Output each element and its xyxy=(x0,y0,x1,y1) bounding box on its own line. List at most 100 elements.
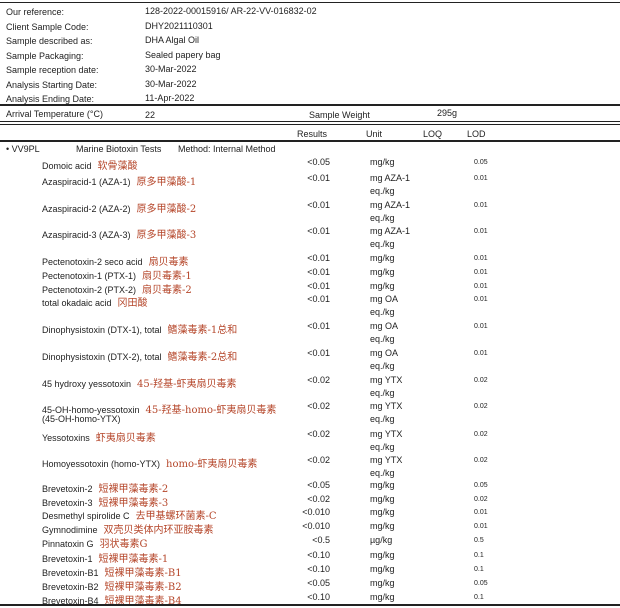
unit-value: mg/kg xyxy=(370,550,395,560)
table-row: Dinophysistoxin (DTX-2), total 鳍藻毒素-2总和 xyxy=(42,348,237,363)
result-value: <0.02 xyxy=(307,401,330,411)
weight-value: 295g xyxy=(437,108,458,118)
lod-value: 0.02 xyxy=(474,403,488,410)
unit-value: mg AZA-1 xyxy=(370,200,411,210)
lod-value: 0.01 xyxy=(474,509,488,516)
unit-value: mg YTX xyxy=(370,455,403,465)
unit-value: mg/kg xyxy=(370,281,395,291)
result-value: <0.02 xyxy=(307,455,330,465)
unit-value-cont: eq./kg xyxy=(370,442,395,452)
unit-value: mg/kg xyxy=(370,592,395,602)
analyte-name-cont: (45-OH-homo-YTX) xyxy=(42,414,121,424)
analyte-name: 45 hydroxy yessotoxin xyxy=(42,379,132,389)
analyte-name: Brevetoxin-B1 xyxy=(42,568,99,578)
info-label: Client Sample Code: xyxy=(6,21,89,32)
analyte-name: Brevetoxin-B2 xyxy=(42,582,99,592)
analyte-chinese-name: 45-羟基-虾夷扇贝毒素 xyxy=(137,379,237,390)
table-row: Homoyessotoxin (homo-YTX) homo-虾夷扇贝毒素 xyxy=(42,455,257,470)
analyte-chinese-name: 扇贝毒素-1 xyxy=(142,271,192,282)
unit-value: µg/kg xyxy=(370,535,393,545)
lod-value: 0.1 xyxy=(474,566,484,573)
analyte-name: Brevetoxin-B4 xyxy=(42,596,99,606)
unit-value-cont: eq./kg xyxy=(370,414,395,424)
analyte-name: Brevetoxin-1 xyxy=(42,554,93,564)
analyte-name: Pectenotoxin-2 (PTX-2) xyxy=(42,285,137,295)
info-value: DHA Algal Oil xyxy=(145,35,200,45)
lod-value: 0.01 xyxy=(474,523,488,530)
result-value: <0.02 xyxy=(307,494,330,504)
lod-value: 0.5 xyxy=(474,537,484,544)
analyte-chinese-name: 羽状毒素G xyxy=(99,539,148,550)
analyte-name: Azaspiracid-3 (AZA-3) xyxy=(42,230,131,240)
info-value: 128-2022-00015916/ AR-22-VV-016832-02 xyxy=(145,6,317,16)
result-value: <0.02 xyxy=(307,375,330,385)
analyte-name: Brevetoxin-2 xyxy=(42,484,93,494)
lod-value: 0.1 xyxy=(474,594,484,601)
info-label: Analysis Starting Date: xyxy=(6,79,98,90)
table-row: Pectenotoxin-2 (PTX-2) 扇贝毒素-2 xyxy=(42,281,192,296)
info-value: 30-Mar-2022 xyxy=(145,64,197,74)
table-row: Yessotoxins 虾夷扇贝毒素 xyxy=(42,429,156,444)
info-label: Sample Packaging: xyxy=(6,50,84,61)
analyte-chinese-name: 短裸甲藻毒素-B4 xyxy=(104,596,182,607)
info-value: Sealed papery bag xyxy=(145,49,221,60)
unit-value: mg/kg xyxy=(370,564,395,574)
table-row: Brevetoxin-3 短裸甲藻毒素-3 xyxy=(42,494,168,509)
analyte-name: Azaspiracid-2 (AZA-2) xyxy=(42,204,131,214)
unit-value: mg OA xyxy=(370,321,399,331)
col-lod: LOD xyxy=(467,129,486,139)
unit-value: mg/kg xyxy=(370,157,395,167)
unit-value: mg AZA-1 xyxy=(370,226,411,236)
unit-value-cont: eq./kg xyxy=(370,334,395,344)
lod-value: 0.02 xyxy=(474,377,488,384)
unit-value-cont: eq./kg xyxy=(370,361,395,371)
analyte-chinese-name: 45-羟基-homo-虾夷扇贝毒素 xyxy=(145,405,277,416)
divider xyxy=(0,140,620,142)
col-results: Results xyxy=(297,129,328,139)
lod-value: 0.01 xyxy=(474,255,488,262)
analyte-chinese-name: 短裸甲藻毒素-B2 xyxy=(104,582,182,593)
table-row: Azaspiracid-3 (AZA-3) 原多甲藻酸-3 xyxy=(42,226,196,241)
result-value: <0.01 xyxy=(307,321,330,331)
result-value: <0.010 xyxy=(302,521,330,531)
analyte-chinese-name: 短裸甲藻毒素-3 xyxy=(98,498,169,509)
unit-value: mg YTX xyxy=(370,401,403,411)
analyte-chinese-name: 原多甲藻酸-3 xyxy=(136,230,197,241)
lod-value: 0.01 xyxy=(474,175,488,182)
table-row: 45 hydroxy yessotoxin 45-羟基-虾夷扇贝毒素 xyxy=(42,375,237,390)
lod-value: 0.01 xyxy=(474,350,488,357)
analyte-chinese-name: 冈田酸 xyxy=(117,298,148,309)
unit-value: mg AZA-1 xyxy=(370,173,411,183)
test-method: Method: Internal Method xyxy=(178,144,276,154)
table-row: Brevetoxin-B4 短裸甲藻毒素-B4 xyxy=(42,592,182,607)
info-label: Sample reception date: xyxy=(6,65,99,75)
analyte-name: Yessotoxins xyxy=(42,433,90,443)
unit-value-cont: eq./kg xyxy=(370,239,395,249)
analyte-chinese-name: 短裸甲藻毒素-2 xyxy=(98,484,169,495)
result-value: <0.05 xyxy=(307,578,330,588)
result-value: <0.5 xyxy=(312,535,330,545)
unit-value: mg/kg xyxy=(370,267,395,277)
lod-value: 0.01 xyxy=(474,202,488,209)
analyte-name: Gymnodimine xyxy=(42,525,98,535)
analyte-name: Pectenotoxin-1 (PTX-1) xyxy=(42,271,137,281)
unit-value-cont: eq./kg xyxy=(370,186,395,196)
unit-value-cont: eq./kg xyxy=(370,307,395,317)
lod-value: 0.02 xyxy=(474,496,488,503)
analyte-chinese-name: 双壳贝类体内环亚胺毒素 xyxy=(103,525,214,536)
table-row: Azaspiracid-1 (AZA-1) 原多甲藻酸-1 xyxy=(42,173,196,188)
unit-value: mg OA xyxy=(370,348,399,358)
analyte-chinese-name: 原多甲藻酸-1 xyxy=(136,177,197,188)
analyte-name: Homoyessotoxin (homo-YTX) xyxy=(42,459,161,469)
lod-value: 0.01 xyxy=(474,283,488,290)
result-value: <0.10 xyxy=(307,564,330,574)
unit-value-cont: eq./kg xyxy=(370,213,395,223)
arrival-label: Arrival Temperature (°C) xyxy=(6,109,103,119)
result-value: <0.05 xyxy=(307,480,330,490)
unit-value: mg/kg xyxy=(370,253,395,263)
analyte-chinese-name: 鳍藻毒素-1总和 xyxy=(167,325,238,336)
info-label: Sample described as: xyxy=(6,36,93,46)
analyte-chinese-name: 扇贝毒素 xyxy=(148,257,189,268)
info-label: Our reference: xyxy=(6,7,65,17)
lod-value: 0.01 xyxy=(474,228,488,235)
